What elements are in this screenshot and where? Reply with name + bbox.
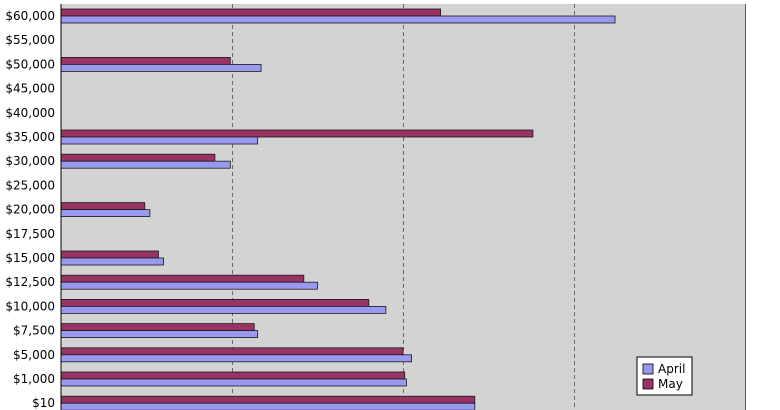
- bar-april: [60, 160, 231, 169]
- legend-label-may: May: [658, 377, 683, 391]
- bar-may: [60, 274, 305, 283]
- bar-april: [60, 354, 412, 363]
- y-tick-label: $40,000: [5, 106, 55, 120]
- y-tick-label: $45,000: [5, 82, 55, 96]
- bar-may: [60, 250, 159, 259]
- bar-may: [60, 298, 370, 307]
- bar-april: [60, 330, 259, 339]
- y-tick-label: $35,000: [5, 130, 55, 144]
- y-tick-label: $25,000: [5, 178, 55, 192]
- y-tick-label: $1,000: [13, 372, 55, 386]
- bar-may: [60, 129, 534, 138]
- bars: [60, 8, 616, 410]
- y-tick-label: $17,500: [5, 227, 55, 241]
- bar-april: [60, 305, 387, 314]
- bar-may: [60, 395, 476, 404]
- legend: April May: [636, 356, 693, 396]
- legend-label-april: April: [658, 362, 685, 376]
- legend-swatch-may: [642, 378, 654, 390]
- bar-may: [60, 57, 231, 65]
- bar-april: [60, 136, 259, 145]
- bar-april: [60, 281, 318, 290]
- y-tick-label: $15,000: [5, 251, 55, 265]
- y-tick-label: $50,000: [5, 57, 55, 71]
- bar-may: [60, 347, 404, 356]
- bar-april: [60, 257, 164, 266]
- y-tick-label: $10: [32, 396, 55, 410]
- y-tick-label: $5,000: [13, 348, 55, 362]
- y-tick-label: $12,500: [5, 275, 55, 289]
- bar-april: [60, 402, 476, 410]
- bar-april: [60, 209, 151, 218]
- bar-may: [60, 202, 146, 211]
- y-tick-label: $55,000: [5, 33, 55, 47]
- y-tick-label: $60,000: [5, 9, 55, 23]
- y-tick-label: $20,000: [5, 203, 55, 217]
- bar-may: [60, 371, 406, 380]
- bar-april: [60, 64, 262, 72]
- bar-may: [60, 153, 216, 162]
- bar-may: [60, 323, 255, 332]
- y-tick-label: $10,000: [5, 299, 55, 313]
- y-axis-labels: $60,000 $55,000 $50,000 $45,000 $40,000 $35,0…: [5, 9, 55, 410]
- y-tick-label: $7,500: [13, 324, 55, 338]
- bar-april: [60, 15, 616, 24]
- y-tick-label: $30,000: [5, 154, 55, 168]
- legend-swatch-april: [642, 363, 654, 375]
- bar-may: [60, 8, 442, 17]
- bar-april: [60, 378, 407, 387]
- grid-lines: [232, 4, 746, 410]
